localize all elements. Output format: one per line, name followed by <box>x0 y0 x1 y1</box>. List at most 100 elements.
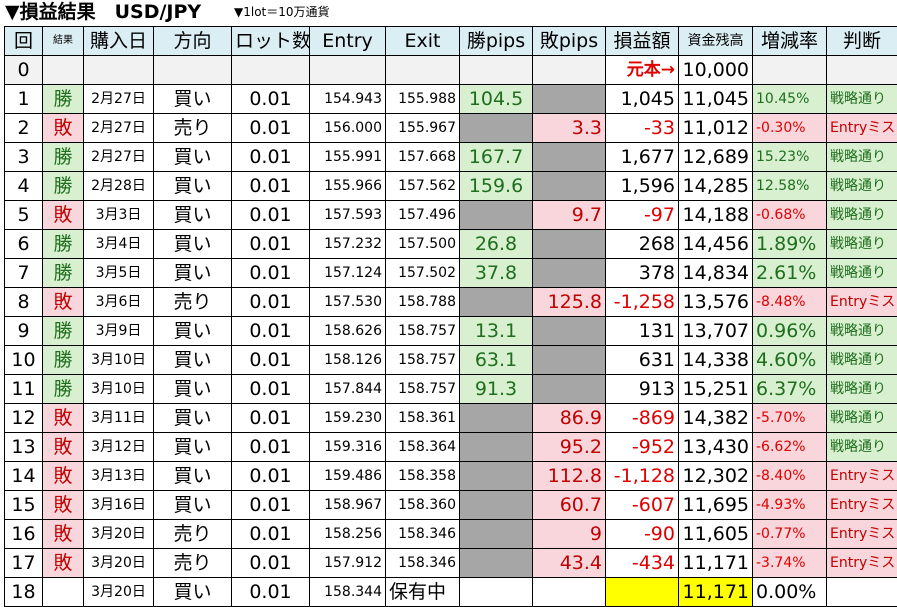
header-cell: 損益額 <box>605 26 679 56</box>
change-rate: 6.37% <box>752 374 827 404</box>
judgement: Entryミス <box>826 113 897 143</box>
header-cell: 増減率 <box>752 26 827 56</box>
win-pips: 104.5 <box>459 84 533 114</box>
change-rate: 2.61% <box>752 258 827 288</box>
header-row: 回 結果 購入日 方向 ロット数 Entry Exit 勝pips 敗pips … <box>4 26 897 56</box>
change-rate: -6.62% <box>752 432 827 462</box>
purchase-date: 3月5日 <box>83 258 154 288</box>
lose-pips: 112.8 <box>532 461 606 491</box>
result-badge: 敗 <box>42 519 84 549</box>
profit-loss: 1,045 <box>605 84 679 114</box>
result-badge: 敗 <box>42 287 84 317</box>
table-cell <box>309 55 386 85</box>
row-number: 17 <box>4 548 43 578</box>
judgement: 戦略通り <box>826 374 897 404</box>
lose-pips: 43.4 <box>532 548 606 578</box>
judgement: Entryミス <box>826 287 897 317</box>
header-cell: 方向 <box>153 26 232 56</box>
direction: 買い <box>153 142 232 172</box>
balance: 11,695 <box>678 490 753 520</box>
row-number: 6 <box>4 229 43 259</box>
direction: 売り <box>153 113 232 143</box>
purchase-date: 3月3日 <box>83 200 154 230</box>
lose-pips: 125.8 <box>532 287 606 317</box>
entry-price: 156.000 <box>309 113 386 143</box>
change-rate: 1.89% <box>752 229 827 259</box>
purchase-date: 3月10日 <box>83 345 154 375</box>
table-row: 16 敗 3月20日 売り 0.01 158.256 158.346 9 -90 11,605 -0… <box>4 519 897 549</box>
judgement: 戦略通り <box>826 316 897 346</box>
change-rate: 15.23% <box>752 142 827 172</box>
entry-price: 158.967 <box>309 490 386 520</box>
table-row: 8 敗 3月6日 売り 0.01 157.530 158.788 125.8 -1,258 13,… <box>4 287 897 317</box>
direction: 買い <box>153 374 232 404</box>
exit-price: 158.757 <box>385 345 460 375</box>
row-number: 15 <box>4 490 43 520</box>
purchase-date: 3月12日 <box>83 432 154 462</box>
header-cell: 勝pips <box>459 26 533 56</box>
header-cell: ロット数 <box>231 26 310 56</box>
lot-size: 0.01 <box>231 548 310 578</box>
lot-size: 0.01 <box>231 490 310 520</box>
exit-price: 155.967 <box>385 113 460 143</box>
entry-price: 155.966 <box>309 171 386 201</box>
row-number: 11 <box>4 374 43 404</box>
lot-size: 0.01 <box>231 403 310 433</box>
row-number: 3 <box>4 142 43 172</box>
lot-size: 0.01 <box>231 229 310 259</box>
profit-loss: 913 <box>605 374 679 404</box>
balance: 14,456 <box>678 229 753 259</box>
entry-price: 154.943 <box>309 84 386 114</box>
purchase-date: 2月27日 <box>83 142 154 172</box>
profit-loss: 1,677 <box>605 142 679 172</box>
result-badge: 勝 <box>42 142 84 172</box>
row-number: 14 <box>4 461 43 491</box>
lose-pips <box>532 84 606 114</box>
table-cell <box>459 55 533 85</box>
header-cell: 資金残高 <box>678 26 753 56</box>
table-row: 12 敗 3月11日 買い 0.01 159.230 158.361 86.9 -869 14,3… <box>4 403 897 433</box>
results-table: 回 結果 購入日 方向 ロット数 Entry Exit 勝pips 敗pips … <box>4 26 897 607</box>
lot-size: 0.01 <box>231 113 310 143</box>
table-cell <box>231 55 310 85</box>
lot-size: 0.01 <box>231 142 310 172</box>
table-row: 5 敗 3月3日 買い 0.01 157.593 157.496 9.7 -97 14,188 -0… <box>4 200 897 230</box>
entry-price: 159.316 <box>309 432 386 462</box>
direction: 買い <box>153 84 232 114</box>
direction: 買い <box>153 490 232 520</box>
profit-loss: -1,258 <box>605 287 679 317</box>
page-title: ▼損益結果 USD/JPY <box>5 1 202 23</box>
entry-price: 157.124 <box>309 258 386 288</box>
judgement: 戦略通り <box>826 432 897 462</box>
profit-loss: -33 <box>605 113 679 143</box>
result-badge: 敗 <box>42 461 84 491</box>
table-cell <box>42 55 84 85</box>
judgement: Entryミス <box>826 519 897 549</box>
lot-size: 0.01 <box>231 171 310 201</box>
win-pips: 159.6 <box>459 171 533 201</box>
purchase-date: 3月6日 <box>83 287 154 317</box>
profit-loss: 631 <box>605 345 679 375</box>
profit-loss: -434 <box>605 548 679 578</box>
purchase-date: 2月28日 <box>83 171 154 201</box>
balance: 14,285 <box>678 171 753 201</box>
profit-loss: -90 <box>605 519 679 549</box>
table-row-open: 18 3月20日 買い 0.01 158.344 保有中 11,171 0.00% <box>4 577 897 607</box>
lot-size: 0.01 <box>231 316 310 346</box>
judgement: Entryミス <box>826 548 897 578</box>
win-pips: 37.8 <box>459 258 533 288</box>
judgement: 戦略通り <box>826 84 897 114</box>
balance: 13,707 <box>678 316 753 346</box>
lot-note: ▼1lot＝10万通貨 <box>234 5 330 19</box>
purchase-date: 3月11日 <box>83 403 154 433</box>
direction: 買い <box>153 258 232 288</box>
header-cell: 結果 <box>42 26 84 56</box>
direction: 買い <box>153 345 232 375</box>
win-pips <box>459 490 533 520</box>
change-rate: 4.60% <box>752 345 827 375</box>
principal-label: 元本→ <box>605 55 679 85</box>
result-badge: 勝 <box>42 229 84 259</box>
exit-price: 158.360 <box>385 490 460 520</box>
exit-price: 155.988 <box>385 84 460 114</box>
balance: 11,171 <box>678 548 753 578</box>
